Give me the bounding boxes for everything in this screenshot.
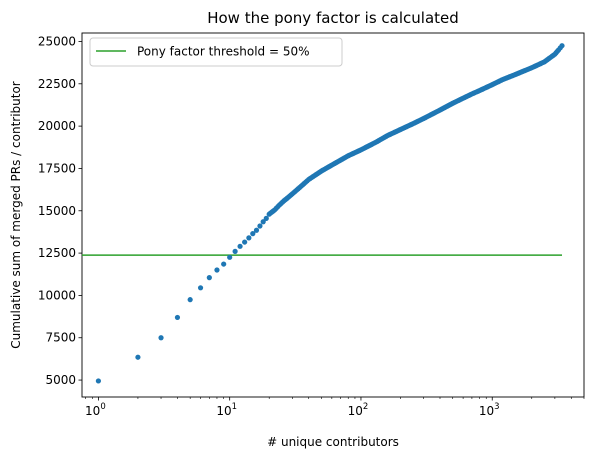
data-point <box>242 239 248 245</box>
data-point <box>246 235 252 241</box>
data-point <box>232 248 238 254</box>
plot-area <box>81 32 585 398</box>
data-point <box>559 43 565 49</box>
y-tick-label: 22500 <box>38 77 76 91</box>
data-point <box>95 378 102 384</box>
data-point <box>187 297 193 303</box>
y-axis-label: Cumulative sum of merged PRs / contribut… <box>9 81 23 349</box>
data-point <box>237 243 243 249</box>
axes-frame <box>81 32 585 398</box>
data-point <box>263 215 269 221</box>
data-point <box>158 335 164 341</box>
y-tick-label: 12500 <box>38 246 76 260</box>
data-point <box>227 254 233 260</box>
x-axis: 100 101 102 103 <box>85 397 585 418</box>
y-tick-label: 25000 <box>38 34 76 48</box>
data-point <box>197 285 204 291</box>
y-tick-label: 5000 <box>45 373 76 387</box>
data-point <box>257 223 263 229</box>
data-point <box>206 275 212 281</box>
legend-threshold-label: Pony factor threshold = 50% <box>137 45 310 59</box>
data-point <box>260 219 266 225</box>
legend-box <box>89 37 343 67</box>
data-point <box>250 231 256 237</box>
y-tick-label: 17500 <box>38 161 76 175</box>
legend: Pony factor threshold = 50% <box>89 37 343 67</box>
x-tick-label: 103 <box>479 402 500 418</box>
x-tick-label: 101 <box>216 402 237 418</box>
chart-title: How the pony factor is calculated <box>207 9 459 27</box>
y-tick-label: 7500 <box>45 331 76 345</box>
data-point <box>214 267 220 273</box>
y-tick-label: 20000 <box>38 119 76 133</box>
data-points <box>95 43 565 384</box>
data-point <box>253 227 260 233</box>
x-tick-label: 102 <box>348 402 369 418</box>
data-point <box>221 261 227 267</box>
y-tick-label: 15000 <box>38 204 76 218</box>
x-tick-label: 100 <box>85 402 106 418</box>
data-point <box>174 314 181 321</box>
data-point <box>135 354 141 360</box>
y-axis: 5000 7500 10000 12500 15000 17500 20000 22500 25… <box>38 34 82 387</box>
x-axis-label: # unique contributors <box>267 435 399 449</box>
y-tick-label: 10000 <box>38 288 76 302</box>
